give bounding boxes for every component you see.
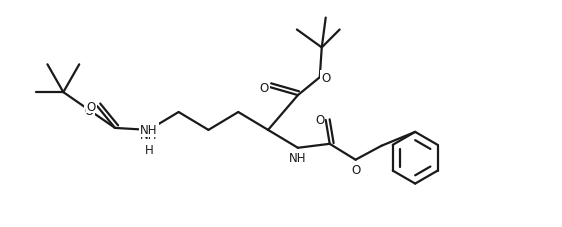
Text: NH: NH (140, 124, 157, 137)
Text: NH: NH (289, 152, 307, 165)
Text: O: O (351, 163, 360, 176)
Text: O: O (321, 72, 330, 84)
Text: O: O (84, 104, 94, 117)
Text: O: O (87, 100, 96, 113)
Text: NH
H: NH H (140, 128, 157, 156)
Text: O: O (315, 114, 324, 127)
Text: O: O (260, 81, 269, 94)
